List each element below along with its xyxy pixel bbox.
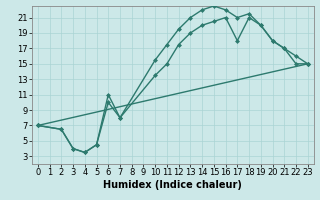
X-axis label: Humidex (Indice chaleur): Humidex (Indice chaleur)	[103, 180, 242, 190]
